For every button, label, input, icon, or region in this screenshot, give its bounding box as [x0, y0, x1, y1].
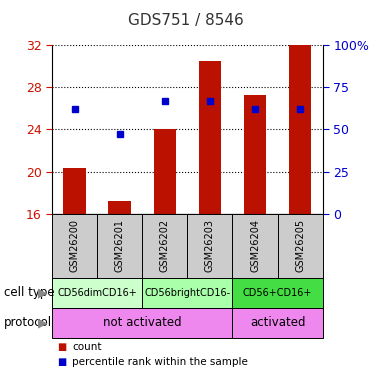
- Bar: [198, 61, 221, 214]
- Text: not activated: not activated: [103, 316, 181, 329]
- Bar: [52, 278, 142, 308]
- Text: ▶: ▶: [38, 286, 47, 299]
- Bar: [187, 214, 233, 278]
- Bar: [233, 214, 278, 278]
- Bar: [142, 278, 233, 308]
- Bar: [289, 45, 312, 214]
- Bar: [52, 308, 233, 338]
- Text: GSM26204: GSM26204: [250, 219, 260, 272]
- Bar: [63, 168, 86, 214]
- Text: GSM26203: GSM26203: [205, 219, 215, 272]
- Text: GSM26205: GSM26205: [295, 219, 305, 272]
- Bar: [154, 129, 176, 214]
- Text: CD56+CD16+: CD56+CD16+: [243, 288, 312, 297]
- Bar: [52, 214, 97, 278]
- Bar: [97, 214, 142, 278]
- Text: GDS751 / 8546: GDS751 / 8546: [128, 13, 243, 28]
- Text: GSM26202: GSM26202: [160, 219, 170, 272]
- Bar: [233, 278, 323, 308]
- Text: protocol: protocol: [4, 316, 52, 329]
- Text: CD56brightCD16-: CD56brightCD16-: [144, 288, 230, 297]
- Text: percentile rank within the sample: percentile rank within the sample: [72, 357, 248, 367]
- Text: CD56dimCD16+: CD56dimCD16+: [57, 288, 137, 297]
- Text: ■: ■: [58, 357, 67, 367]
- Bar: [278, 214, 323, 278]
- Bar: [142, 214, 187, 278]
- Bar: [108, 201, 131, 214]
- Text: ▶: ▶: [38, 316, 47, 329]
- Text: ■: ■: [58, 342, 67, 352]
- Bar: [233, 308, 323, 338]
- Bar: [244, 94, 266, 214]
- Text: GSM26200: GSM26200: [69, 219, 79, 272]
- Text: count: count: [72, 342, 102, 352]
- Text: GSM26201: GSM26201: [115, 219, 125, 272]
- Text: activated: activated: [250, 316, 305, 329]
- Text: cell type: cell type: [4, 286, 54, 299]
